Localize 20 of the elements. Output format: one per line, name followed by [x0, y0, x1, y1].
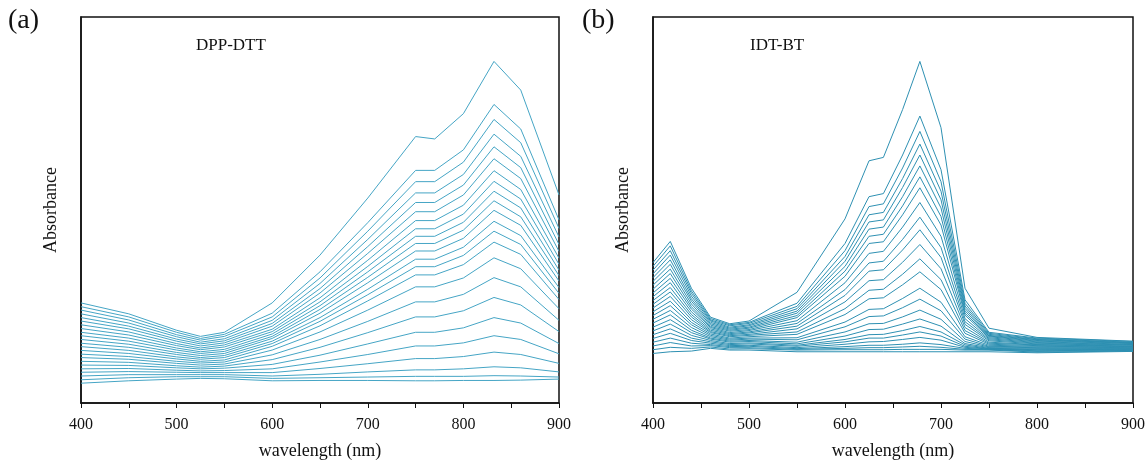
y-axis-title: Absorbance [40, 167, 60, 253]
text: IDT-BT [750, 35, 805, 54]
x-tick-label: 900 [1121, 414, 1145, 432]
x-tick-label: 500 [164, 414, 189, 432]
x-tick-label: 700 [929, 414, 953, 432]
x-tick-label: 600 [260, 414, 285, 432]
text: (a) [8, 2, 40, 34]
x-tick-label: 900 [547, 414, 571, 432]
x-axis-title: wavelength (nm) [258, 440, 382, 461]
text: (b) [582, 2, 615, 34]
x-tick-label: 800 [1025, 414, 1049, 432]
text: DPP-DTT [196, 35, 267, 54]
x-tick-label: 400 [641, 414, 665, 432]
x-tick-label: 700 [355, 414, 380, 432]
x-axis-title: wavelength (nm) [831, 440, 955, 461]
y-axis-title: Absorbance [612, 167, 632, 253]
x-tick-label: 800 [451, 414, 476, 432]
x-tick-label: 500 [737, 414, 761, 432]
x-tick-label: 400 [69, 414, 93, 432]
x-tick-label: 600 [833, 414, 857, 432]
